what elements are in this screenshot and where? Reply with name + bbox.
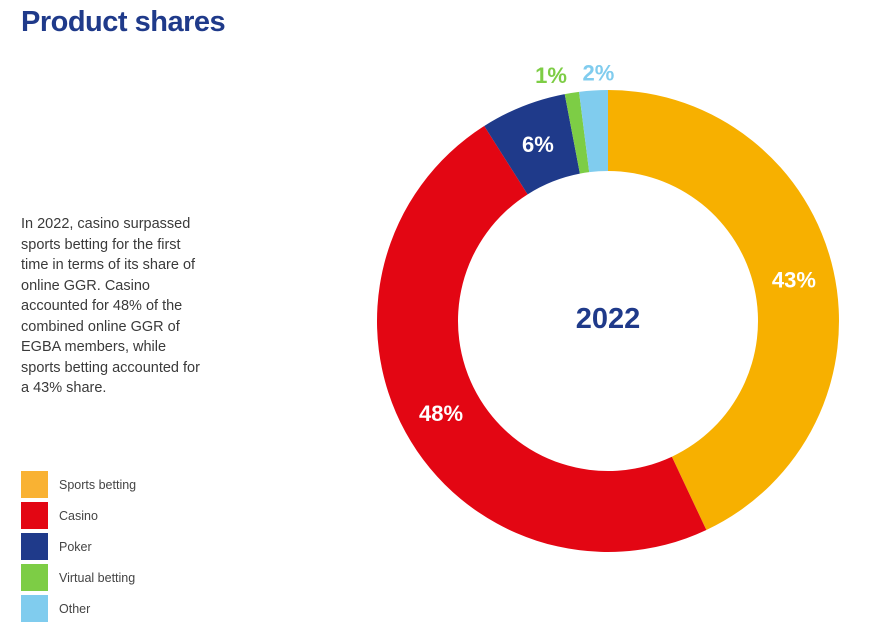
center-label: 2022 [576,303,641,335]
data-label-casino: 48% [419,401,463,426]
legend-label: Casino [59,508,98,523]
legend-swatch [21,595,48,622]
legend-item-virtual-betting: Virtual betting [21,562,136,593]
legend-swatch [21,533,48,560]
legend-label: Other [59,601,91,616]
legend-swatch [21,564,48,591]
legend-item-poker: Poker [21,531,136,562]
data-label-poker: 6% [522,132,554,157]
description-text: In 2022, casino surpassed sports betting… [21,216,200,396]
legend-label: Poker [59,539,92,554]
legend-label: Sports betting [59,477,137,492]
legend-swatch [21,471,48,498]
data-label-other: 2% [582,60,614,85]
slice-casino [376,125,707,553]
legend-item-other: Other [21,593,136,624]
legend-label: Virtual betting [59,570,136,585]
page-title: Product shares [21,6,226,38]
slice-virtual-betting [564,91,590,174]
data-label-virtual-betting: 1% [535,63,567,88]
slice-poker [484,94,580,195]
legend: Sports betting Casino Poker Virtual bett… [21,469,136,624]
data-label-sports-betting: 43% [772,267,816,292]
legend-swatch [21,502,48,529]
legend-item-casino: Casino [21,500,136,531]
legend-item-sports-betting: Sports betting [21,469,136,500]
slice-other [579,90,608,173]
slice-sports-betting [608,90,840,531]
